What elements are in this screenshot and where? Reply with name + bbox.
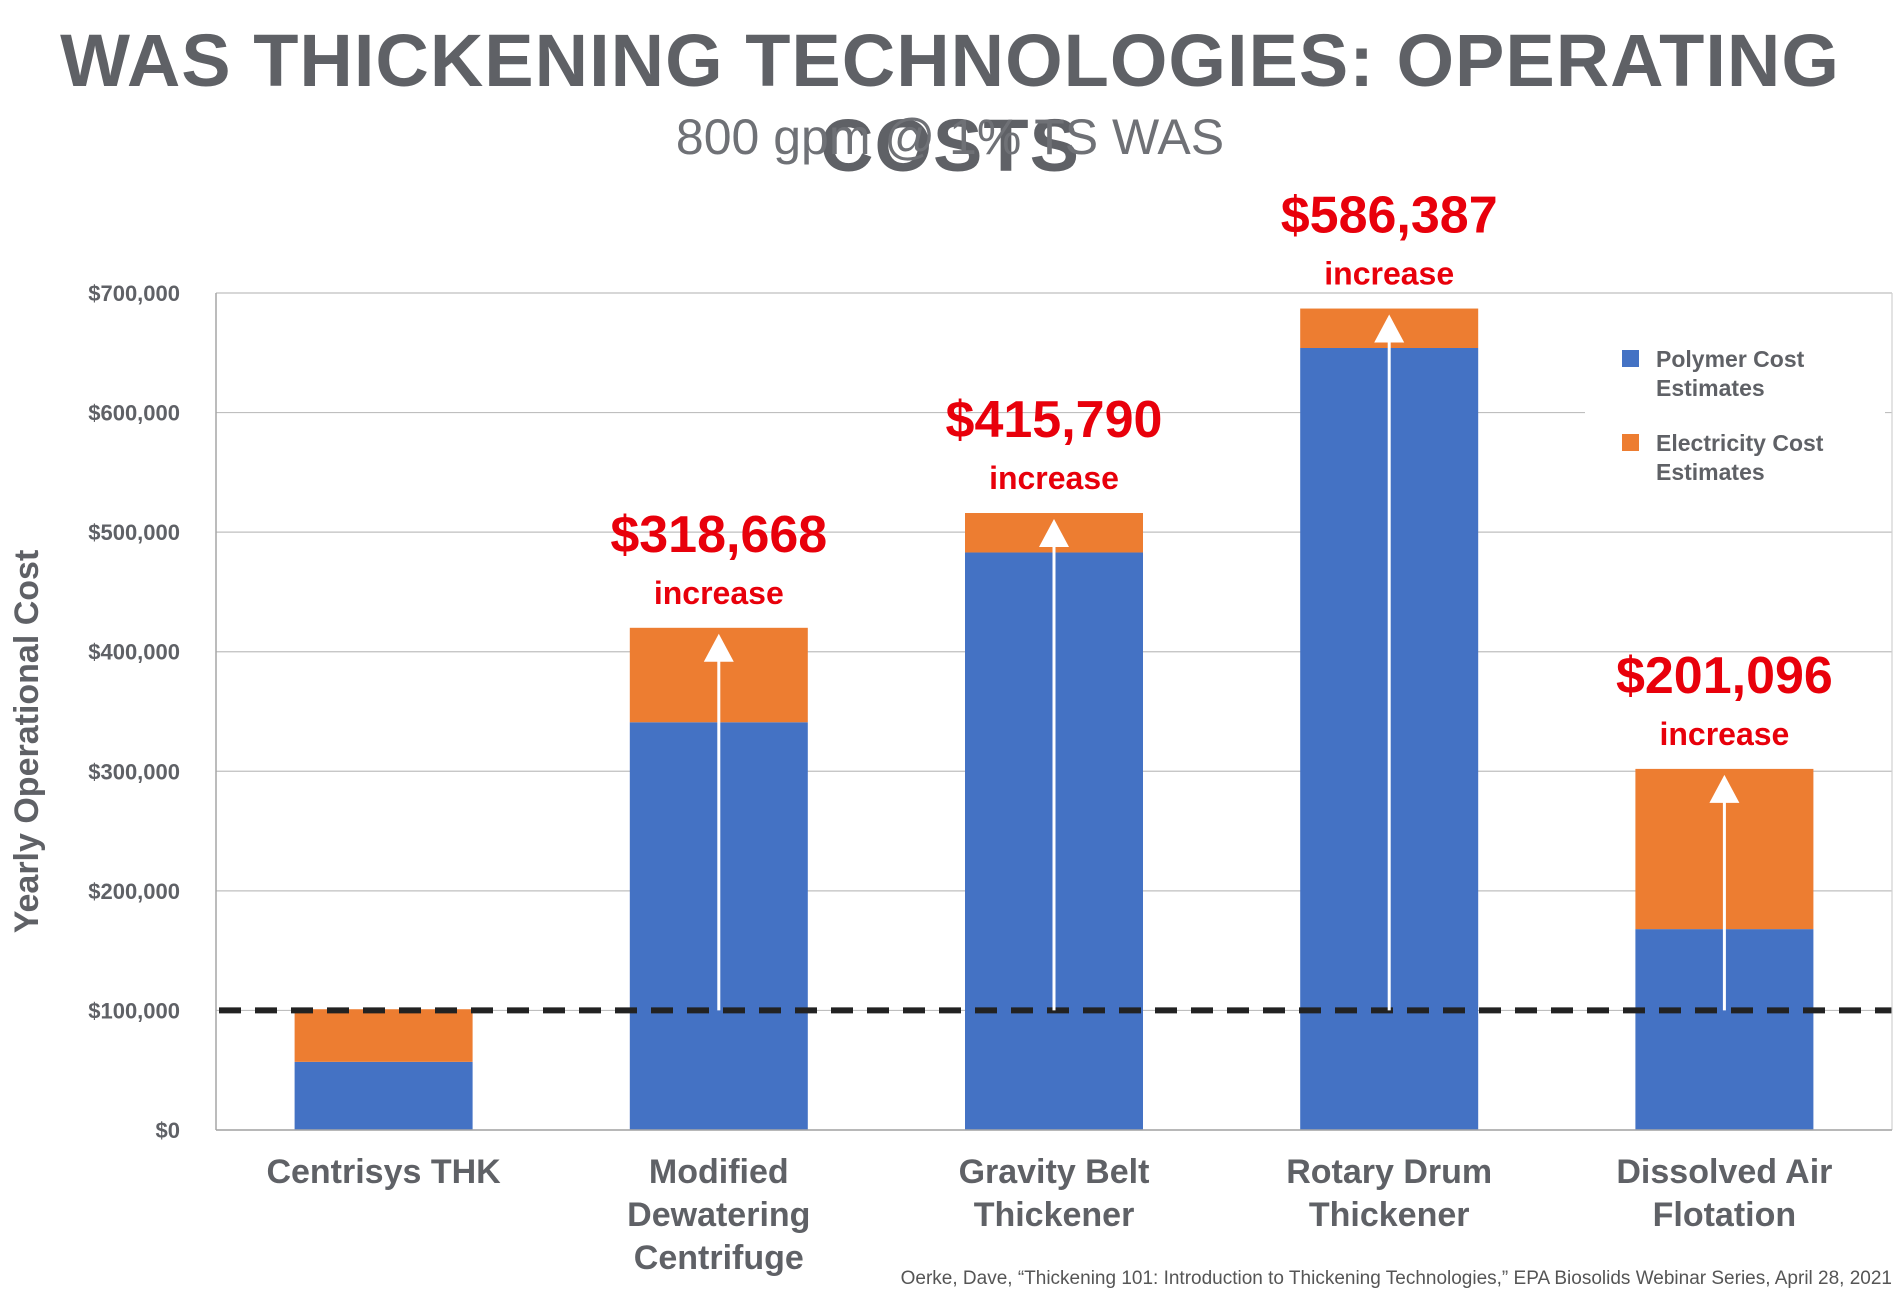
legend-label: Estimates [1656,459,1765,485]
legend-swatch-polymer [1622,350,1639,367]
x-category-label: Rotary Drum [1286,1153,1492,1191]
legend-label: Electricity Cost [1656,430,1824,456]
y-tick-label: $0 [156,1118,180,1143]
increase-word-label: increase [989,460,1119,496]
y-tick-label: $600,000 [88,401,180,426]
increase-arrows [703,314,1740,1011]
x-category-label: Flotation [1653,1196,1797,1234]
increase-arrow-head [1709,774,1740,803]
increase-word-label: increase [654,575,784,611]
axes: $0 $100,000 $200,000 $300,000 $400,000 $500,0… [8,281,1893,1143]
increase-amount-label: $586,387 [1281,187,1498,245]
x-category-label: Modified [649,1153,789,1191]
chart-subtitle: 800 gpm @ 1% TS WAS [675,109,1225,165]
y-axis-title: Yearly Operational Cost [8,550,46,934]
legend: Polymer Cost Estimates Electricity Cost Est… [1585,330,1885,500]
legend-label: Polymer Cost [1656,346,1805,372]
y-tick-label: $500,000 [88,520,180,545]
increase-arrow-head [703,633,734,662]
electricity-bar-segment [294,1009,473,1062]
x-category-label: Dewatering [627,1196,810,1234]
increase-arrow-head [1374,314,1405,343]
increase-amount-label: $415,790 [946,391,1163,449]
source-citation: Oerke, Dave, “Thickening 101: Introducti… [900,1268,1892,1289]
increase-word-label: increase [1324,256,1454,292]
chart-title: WAS THICKENING TECHNOLOGIES: OPERATING C… [60,19,1840,187]
x-category-label: Dissolved Air [1616,1153,1832,1191]
polymer-bar-segment [294,1061,473,1130]
increase-arrow-head [1039,519,1069,548]
y-tick-label: $400,000 [88,640,180,665]
labels: Centrisys THK Modified Dewatering Centrifug… [266,187,1832,1277]
increase-word-label: increase [1659,716,1789,752]
legend-label: Estimates [1656,375,1765,401]
x-category-label: Thickener [1309,1196,1470,1234]
y-tick-label: $100,000 [88,998,180,1023]
y-tick-label: $700,000 [88,281,180,306]
increase-amount-label: $318,668 [610,506,827,564]
increase-amount-label: $201,096 [1616,647,1833,705]
y-tick-label: $200,000 [88,879,180,904]
x-category-label: Thickener [974,1196,1135,1234]
x-category-label: Centrifuge [634,1239,804,1277]
legend-swatch-electricity [1622,434,1639,451]
x-category-label: Centrisys THK [266,1153,501,1191]
x-category-label: Gravity Belt [959,1153,1150,1191]
y-tick-label: $300,000 [88,759,180,784]
